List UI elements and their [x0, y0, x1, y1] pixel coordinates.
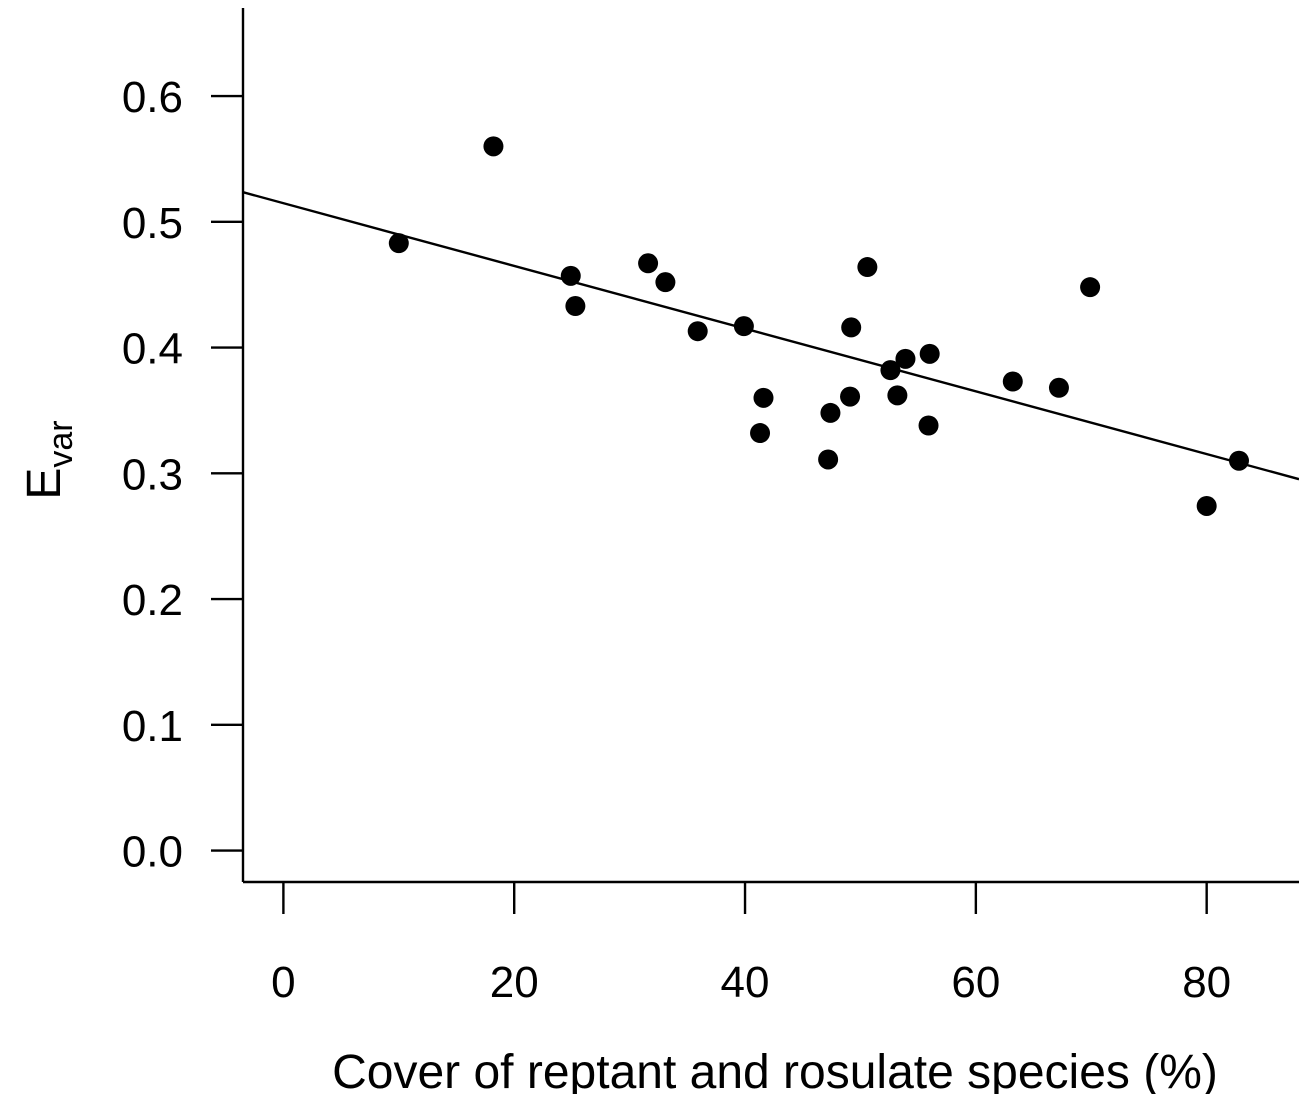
- data-points: [388, 136, 1249, 516]
- data-point: [1002, 371, 1023, 392]
- regression-line: [242, 191, 1299, 481]
- y-tick-label: 0.5: [122, 199, 183, 248]
- data-point: [887, 385, 908, 406]
- y-tick-label: 0.1: [122, 702, 183, 751]
- data-point: [820, 402, 841, 423]
- data-point: [655, 272, 676, 293]
- data-point: [1196, 495, 1217, 516]
- y-tick-label: 0.6: [122, 73, 183, 122]
- data-point: [733, 316, 754, 337]
- data-point: [919, 343, 940, 364]
- data-point: [857, 257, 878, 278]
- data-point: [687, 321, 708, 342]
- data-point: [753, 387, 774, 408]
- y-axis-label: Evar: [18, 420, 80, 499]
- y-tick-label: 0.2: [122, 576, 183, 625]
- data-point: [638, 253, 659, 274]
- x-tick-label: 20: [490, 958, 539, 1007]
- data-point: [918, 415, 939, 436]
- data-point: [818, 449, 839, 470]
- data-point: [895, 348, 916, 369]
- y-tick-label: 0.4: [122, 325, 183, 374]
- x-axis-ticks: 0 20 40 60 80: [271, 882, 1231, 1007]
- data-point: [841, 317, 862, 338]
- y-axis-ticks: 0.0 0.1 0.2 0.3 0.4 0.5 0.6: [122, 73, 243, 877]
- data-point: [483, 136, 504, 157]
- y-axis-label-main: E: [18, 468, 71, 500]
- y-tick-label: 0.3: [122, 450, 183, 499]
- x-axis-label: Cover of reptant and rosulate species (%…: [332, 1046, 1218, 1094]
- x-tick-label: 60: [951, 958, 1000, 1007]
- data-point: [1080, 277, 1101, 298]
- regression-line-group: [242, 191, 1299, 481]
- y-tick-label: 0.0: [122, 828, 183, 877]
- data-point: [880, 360, 901, 381]
- data-point: [840, 386, 861, 407]
- x-tick-label: 0: [271, 958, 295, 1007]
- data-point: [1228, 450, 1249, 471]
- data-point: [388, 233, 409, 254]
- data-point: [1048, 377, 1069, 398]
- x-tick-label: 80: [1182, 958, 1231, 1007]
- x-tick-label: 40: [721, 958, 770, 1007]
- data-point: [560, 265, 581, 286]
- data-point: [565, 296, 586, 317]
- data-point: [750, 423, 771, 444]
- axes: [241, 8, 1299, 884]
- y-axis-label-subscript: var: [42, 420, 80, 467]
